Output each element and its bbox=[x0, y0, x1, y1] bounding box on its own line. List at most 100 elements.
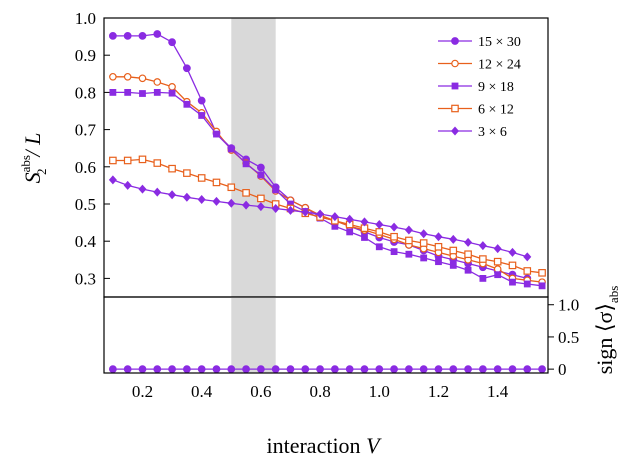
data-point bbox=[227, 198, 236, 208]
data-point bbox=[109, 89, 117, 96]
data-point bbox=[404, 225, 413, 235]
y-tick-label: 0.7 bbox=[75, 121, 97, 140]
x-tick-label: 1.2 bbox=[428, 382, 449, 401]
data-point bbox=[212, 178, 221, 187]
x-axis-label-var: V bbox=[366, 433, 382, 458]
data-point bbox=[375, 243, 383, 251]
y-tick-label: 0.5 bbox=[75, 195, 96, 214]
data-point bbox=[478, 241, 487, 251]
data-point bbox=[108, 175, 117, 185]
data-point bbox=[138, 184, 147, 194]
data-point bbox=[451, 37, 459, 45]
data-point bbox=[523, 267, 532, 275]
svg-text:sign ⟨σ⟩abs: sign ⟨σ⟩abs bbox=[592, 286, 621, 375]
data-point bbox=[287, 200, 294, 208]
data-point bbox=[493, 365, 502, 374]
data-point bbox=[256, 365, 265, 374]
data-point bbox=[419, 229, 428, 239]
data-point bbox=[301, 365, 310, 374]
data-point bbox=[242, 160, 250, 168]
data-point bbox=[227, 145, 235, 153]
ylabel-tail: / L bbox=[20, 133, 45, 159]
data-point bbox=[123, 365, 132, 374]
data-point bbox=[183, 100, 191, 108]
svg-text:Sabs2/ L: Sabs2 / L bbox=[18, 133, 49, 184]
x-tick-label: 1.4 bbox=[487, 382, 509, 401]
data-point bbox=[361, 234, 368, 241]
bottom-series-group bbox=[108, 365, 546, 374]
data-point bbox=[316, 209, 325, 219]
top-axis-ticks: 0.3 0.4 0.5 0.6 0.7 0.8 0.9 1.0 bbox=[75, 9, 110, 288]
series-3x6 bbox=[108, 175, 532, 262]
data-point bbox=[256, 202, 265, 212]
ylabel-main: S bbox=[20, 172, 45, 183]
data-point bbox=[301, 207, 310, 217]
data-point bbox=[123, 72, 132, 81]
data-point bbox=[123, 180, 132, 190]
series-line bbox=[112, 158, 543, 274]
data-point bbox=[212, 365, 221, 374]
data-point bbox=[538, 269, 546, 277]
data-point bbox=[242, 200, 251, 210]
data-point bbox=[197, 174, 206, 182]
ylabel-bottom-sub: abs bbox=[606, 286, 621, 303]
data-point bbox=[331, 222, 339, 230]
right-y-tick-label: 0.5 bbox=[558, 328, 579, 347]
data-point bbox=[420, 254, 428, 262]
data-point bbox=[390, 365, 398, 374]
data-point bbox=[271, 365, 280, 374]
shaded-region-top bbox=[231, 18, 276, 297]
data-point bbox=[451, 126, 459, 136]
data-point bbox=[108, 365, 117, 374]
data-point bbox=[227, 365, 236, 374]
data-point bbox=[139, 90, 146, 97]
data-point bbox=[405, 250, 413, 258]
ylabel-sup: abs bbox=[18, 155, 33, 172]
data-point bbox=[182, 192, 191, 202]
legend-label: 12 × 24 bbox=[478, 58, 521, 73]
data-point bbox=[449, 246, 458, 255]
data-point bbox=[508, 261, 517, 270]
data-point bbox=[404, 365, 413, 374]
legend-label: 9 × 18 bbox=[478, 80, 514, 95]
data-point bbox=[197, 96, 206, 105]
data-point bbox=[168, 164, 176, 173]
data-point bbox=[286, 365, 295, 374]
x-tick-label: 0.2 bbox=[132, 382, 153, 401]
data-point bbox=[183, 169, 191, 177]
bottom-plot-frame bbox=[103, 296, 549, 374]
series-9x18 bbox=[109, 89, 546, 290]
shaded-region-bottom bbox=[231, 297, 276, 373]
data-point bbox=[451, 104, 459, 113]
y-axis-label-bottom: sign ⟨σ⟩abs bbox=[592, 286, 621, 375]
data-point bbox=[212, 196, 221, 206]
data-point bbox=[124, 89, 132, 96]
data-point bbox=[168, 365, 176, 374]
data-point bbox=[197, 365, 206, 374]
data-point bbox=[419, 365, 428, 374]
data-point bbox=[451, 82, 459, 90]
x-tick-label: 1.0 bbox=[369, 382, 390, 401]
data-point bbox=[464, 266, 472, 274]
top-panel: 0.3 0.4 0.5 0.6 0.7 0.8 0.9 1.0 bbox=[75, 9, 549, 298]
data-point bbox=[449, 261, 457, 269]
legend-label: 3 × 6 bbox=[478, 125, 507, 140]
y-tick-label: 0.3 bbox=[75, 269, 96, 288]
data-point bbox=[138, 155, 147, 164]
data-point bbox=[138, 74, 147, 83]
y-tick-label: 0.4 bbox=[75, 232, 97, 251]
data-point bbox=[493, 257, 502, 266]
data-point bbox=[375, 219, 384, 229]
data-point bbox=[464, 250, 472, 259]
data-point bbox=[509, 278, 516, 286]
data-point bbox=[227, 183, 236, 192]
data-point bbox=[478, 365, 487, 374]
data-point bbox=[494, 271, 502, 279]
y-tick-label: 0.8 bbox=[75, 83, 96, 102]
data-point bbox=[168, 38, 176, 47]
data-point bbox=[508, 247, 517, 257]
data-point bbox=[272, 186, 280, 194]
data-point bbox=[464, 237, 473, 247]
data-point bbox=[375, 365, 384, 374]
legend-item: 6 × 12 bbox=[438, 103, 514, 118]
